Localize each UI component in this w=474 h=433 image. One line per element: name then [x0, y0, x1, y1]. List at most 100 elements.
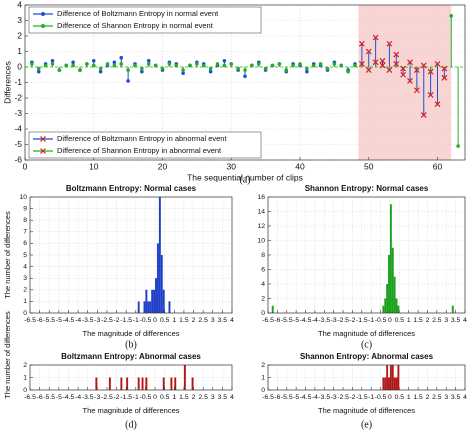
- stem-marker: [126, 68, 130, 72]
- histogram-bar: [162, 289, 165, 313]
- y-tick-label: 0: [17, 61, 22, 71]
- stem-marker: [215, 62, 220, 66]
- x-tick-label: 2.5: [198, 394, 208, 401]
- y-tick-label: 0: [261, 310, 265, 317]
- histogram-bar: [395, 298, 398, 313]
- histogram-bar: [145, 289, 148, 313]
- stem-marker: [91, 63, 96, 68]
- histogram-bar: [151, 289, 154, 313]
- stem-marker: [346, 69, 350, 74]
- x-tick-label: 0: [388, 317, 392, 324]
- stem-marker: [372, 59, 379, 66]
- stem-marker: [195, 62, 199, 66]
- stem-marker: [393, 51, 400, 58]
- histogram-bar: [391, 365, 394, 390]
- histogram-bar: [382, 377, 385, 390]
- plot-frame: [29, 196, 233, 314]
- x-tick-label: -6.5: [24, 317, 36, 324]
- stem-marker: [298, 62, 302, 66]
- histogram-bar: [397, 365, 400, 390]
- x-tick-label: -0.5: [375, 394, 387, 401]
- x-tick-label: 30: [227, 161, 237, 171]
- x-tick-label: 2: [426, 317, 430, 324]
- x-tick-label: -6.5: [24, 394, 36, 401]
- x-tick-label: -4.5: [63, 317, 75, 324]
- x-axis-label: The sequential number of clips: [187, 172, 303, 182]
- x-tick-label: -3: [94, 394, 100, 401]
- x-tick-label: -2: [114, 394, 120, 401]
- x-tick-label: -3.5: [82, 394, 94, 401]
- x-tick-label: 4: [230, 317, 234, 324]
- y-axis-label: Differences: [2, 61, 12, 104]
- stem-marker: [449, 14, 454, 18]
- stem-marker: [181, 71, 185, 75]
- stem-marker: [174, 63, 179, 68]
- x-tick-label: -4: [312, 394, 318, 401]
- y-tick-label: 2: [23, 287, 27, 294]
- x-tick-label: -2.5: [101, 317, 113, 324]
- stem-marker: [263, 66, 268, 71]
- histogram-bar: [389, 365, 392, 390]
- stem-marker: [146, 62, 151, 66]
- x-tick-label: 2: [426, 394, 430, 401]
- histogram-bar: [147, 301, 150, 313]
- stem-marker: [229, 62, 234, 66]
- x-tick-label: 3: [444, 394, 448, 401]
- stem-marker: [126, 79, 130, 83]
- stem-marker: [91, 59, 96, 63]
- caption: (d): [125, 419, 137, 430]
- x-tick-label: -0.5: [140, 317, 152, 324]
- stem-marker: [243, 74, 247, 79]
- legend-box: [28, 131, 262, 159]
- x-tick-label: -1: [133, 394, 139, 401]
- stem-marker: [250, 63, 254, 68]
- y-tick-label: 9: [23, 205, 27, 212]
- y-tick-label: 0: [261, 387, 265, 394]
- stem-marker: [222, 63, 227, 68]
- chart-title: Boltzmann Entropy: Abnormal cases: [61, 352, 201, 361]
- x-tick-label: 0.5: [395, 317, 405, 324]
- y-tick-label: 0: [23, 310, 27, 317]
- x-tick-label: 1.5: [179, 394, 189, 401]
- stem-marker: [427, 68, 434, 75]
- y-tick-label: 2: [261, 362, 265, 369]
- x-tick-label: -3.5: [318, 394, 330, 401]
- stem-marker: [119, 55, 124, 60]
- stem-marker: [112, 60, 117, 65]
- y-tick-label: -1: [14, 77, 22, 87]
- x-tick-label: -3.5: [82, 317, 94, 324]
- stem-marker: [372, 34, 379, 41]
- stem-marker: [133, 63, 137, 68]
- stem-marker: [236, 66, 240, 71]
- x-tick-label: 0: [153, 394, 157, 401]
- y-tick-label: 7: [23, 229, 27, 236]
- x-tick-label: -1: [133, 317, 139, 324]
- caption: (b): [125, 339, 137, 350]
- histogram-bar: [95, 377, 98, 390]
- stem-marker: [365, 48, 372, 55]
- plot-area: [268, 365, 465, 390]
- y-tick-label: 16: [257, 194, 265, 201]
- y-tick-label: 5: [23, 252, 27, 259]
- chart-title: Shannon Entropy: Normal cases: [305, 184, 429, 193]
- stem-marker: [407, 59, 413, 66]
- x-tick-label: -2.5: [337, 394, 349, 401]
- x-tick-label: -1.5: [120, 317, 132, 324]
- y-tick-label: 2: [17, 30, 22, 40]
- stem-marker: [427, 91, 434, 98]
- histogram-bar: [153, 289, 156, 313]
- x-tick-label: 2: [192, 317, 196, 324]
- stem-marker: [339, 63, 344, 68]
- y-tick-label: 2: [261, 295, 265, 302]
- y-tick-label: 8: [261, 252, 265, 259]
- stem-marker: [379, 57, 386, 64]
- histogram-bar: [174, 377, 177, 390]
- stem-marker: [140, 66, 144, 71]
- x-tick-label: -1: [368, 394, 374, 401]
- x-tick-label: 2.5: [198, 317, 208, 324]
- histogram-bar: [389, 204, 392, 313]
- histogram-bar: [141, 377, 144, 390]
- histogram-bar: [451, 305, 454, 313]
- histogram-bar: [158, 197, 161, 313]
